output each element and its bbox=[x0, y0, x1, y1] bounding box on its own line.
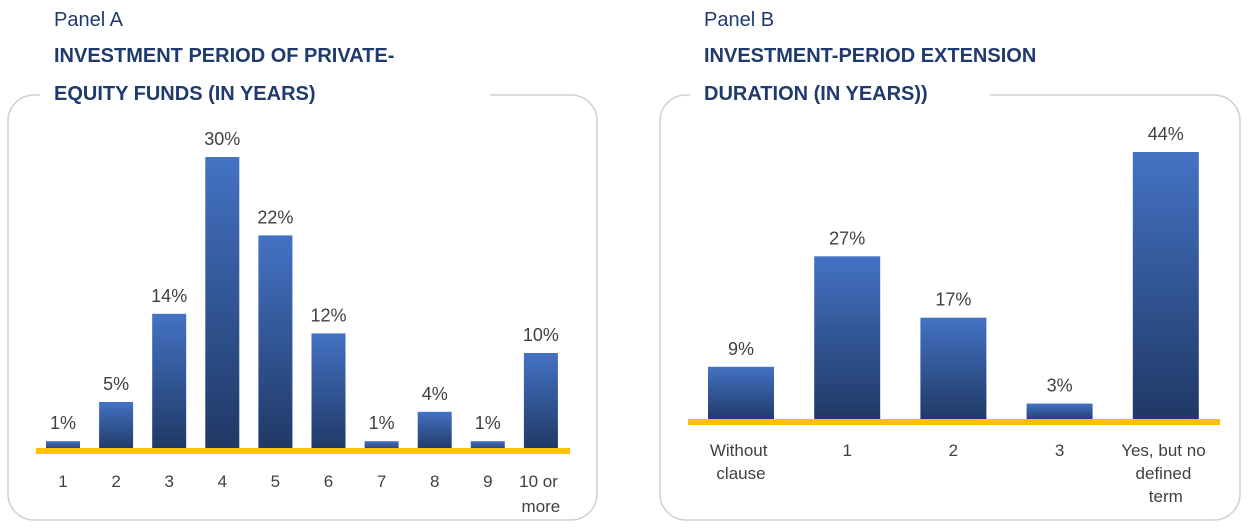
value-label: 27% bbox=[829, 228, 865, 248]
bar bbox=[417, 411, 452, 451]
bar bbox=[205, 157, 240, 451]
bar bbox=[920, 317, 987, 422]
chart-title: EQUITY FUNDS (IN YEARS) bbox=[54, 83, 316, 105]
value-label: 14% bbox=[151, 286, 187, 306]
bar bbox=[311, 333, 346, 451]
value-label: 4% bbox=[422, 384, 448, 404]
x-tick-label: 10 or more bbox=[519, 472, 562, 516]
panel-label: Panel B bbox=[704, 9, 774, 31]
bar bbox=[814, 256, 881, 422]
title-backdrop bbox=[690, 80, 990, 110]
x-tick-label: Without clause bbox=[710, 441, 772, 483]
x-tick-label: 2 bbox=[111, 472, 120, 491]
value-label: 5% bbox=[103, 374, 129, 394]
x-tick-label: 4 bbox=[218, 472, 227, 491]
x-tick-label: Yes, but no defined term bbox=[1121, 441, 1210, 506]
x-tick-label: 6 bbox=[324, 472, 333, 491]
x-tick-label: 1 bbox=[58, 472, 67, 491]
x-tick-label: 2 bbox=[949, 441, 958, 460]
bar bbox=[258, 235, 293, 451]
x-tick-label: 1 bbox=[842, 441, 851, 460]
x-tick-label: 9 bbox=[483, 472, 492, 491]
bar bbox=[364, 441, 399, 451]
bar bbox=[523, 353, 558, 451]
bar bbox=[152, 313, 187, 451]
x-tick-label: 8 bbox=[430, 472, 439, 491]
bar bbox=[470, 441, 505, 451]
bar bbox=[1132, 152, 1199, 422]
value-label: 44% bbox=[1148, 124, 1184, 144]
bar bbox=[99, 402, 134, 451]
value-label: 30% bbox=[204, 129, 240, 149]
chart-title: INVESTMENT PERIOD OF PRIVATE- bbox=[54, 45, 394, 67]
bar bbox=[1026, 403, 1093, 422]
panel-label: Panel A bbox=[54, 9, 124, 31]
value-label: 10% bbox=[523, 325, 559, 345]
value-label: 1% bbox=[475, 413, 501, 433]
value-label: 9% bbox=[728, 339, 754, 359]
x-tick-label: 3 bbox=[1055, 441, 1064, 460]
chart-title: INVESTMENT-PERIOD EXTENSION bbox=[704, 45, 1036, 67]
value-label: 1% bbox=[369, 413, 395, 433]
value-label: 12% bbox=[310, 305, 346, 325]
chart-title: DURATION (IN YEARS)) bbox=[704, 83, 928, 105]
bar bbox=[46, 441, 80, 451]
x-tick-label: 5 bbox=[271, 472, 280, 491]
title-backdrop bbox=[40, 80, 490, 110]
x-tick-label: 7 bbox=[377, 472, 386, 491]
bar bbox=[708, 366, 774, 422]
value-label: 22% bbox=[257, 207, 293, 227]
value-label: 3% bbox=[1047, 376, 1073, 396]
value-label: 1% bbox=[50, 413, 76, 433]
value-label: 17% bbox=[935, 290, 971, 310]
panel-frame bbox=[7, 94, 598, 521]
x-tick-label: 3 bbox=[164, 472, 173, 491]
